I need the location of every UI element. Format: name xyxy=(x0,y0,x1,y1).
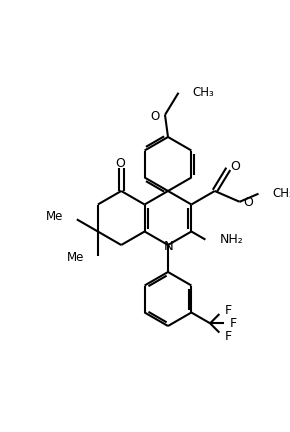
Text: NH₂: NH₂ xyxy=(220,233,243,246)
Text: Me: Me xyxy=(66,251,84,264)
Text: O: O xyxy=(115,156,125,169)
Text: N: N xyxy=(164,239,174,252)
Text: O: O xyxy=(151,110,160,124)
Text: F: F xyxy=(224,304,231,317)
Text: F: F xyxy=(224,330,231,343)
Text: CH₃: CH₃ xyxy=(273,187,290,200)
Text: F: F xyxy=(230,317,237,330)
Text: Me: Me xyxy=(46,210,63,223)
Text: O: O xyxy=(230,160,240,173)
Text: O: O xyxy=(244,196,253,209)
Text: CH₃: CH₃ xyxy=(193,86,214,99)
